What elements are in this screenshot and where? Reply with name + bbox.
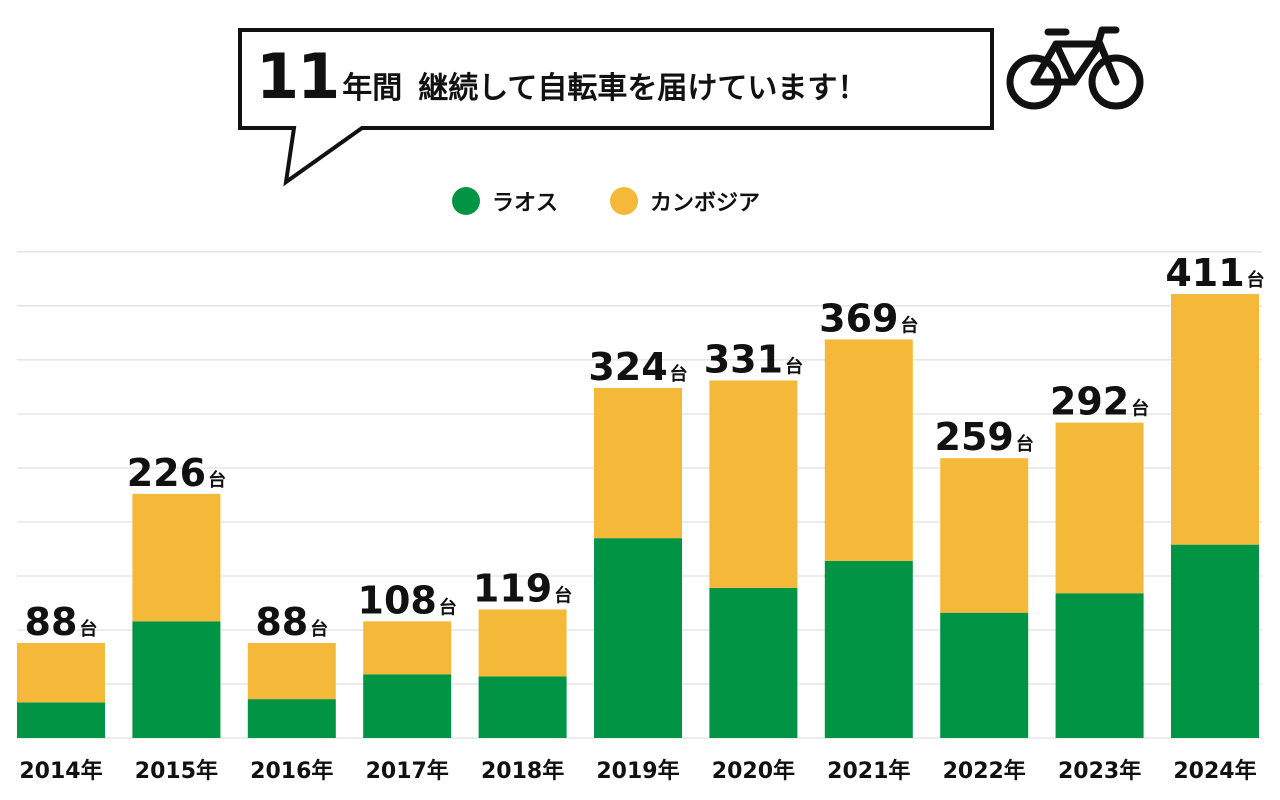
bar-total-value: 88: [25, 600, 78, 644]
title-unit: 年間: [342, 71, 403, 106]
bar-total-value: 108: [358, 578, 437, 622]
bar-total-unit: 台: [439, 596, 457, 618]
bar-total-label: 119 台: [473, 566, 572, 610]
bar-total-unit: 台: [785, 355, 803, 377]
bicycle-icon: [1006, 26, 1144, 110]
x-tick-label: 2016年: [250, 758, 333, 784]
bar-cambodia: [1055, 422, 1144, 594]
bar-laos: [1055, 593, 1144, 738]
bar-laos: [824, 560, 913, 738]
bar-cambodia: [594, 388, 682, 539]
x-tick-label: 2021年: [827, 758, 910, 784]
x-tick-label: 2017年: [366, 758, 449, 784]
title-number: 11: [256, 40, 340, 113]
bar-cambodia: [940, 458, 1029, 613]
bar-total-unit: 台: [670, 363, 688, 385]
x-tick-label: 2015年: [135, 758, 218, 784]
legend-label-cambodia: カンボジア: [650, 191, 761, 216]
legend-swatch-cambodia: [610, 187, 639, 215]
bar-total-value: 369: [819, 296, 898, 340]
bar-cambodia: [363, 621, 452, 675]
bar-total-value: 324: [588, 345, 667, 389]
x-tick-label: 2019年: [596, 758, 679, 784]
legend-item-cambodia: カンボジア: [610, 185, 760, 217]
bar-total-unit: 台: [1131, 398, 1149, 420]
bar-laos: [940, 612, 1029, 738]
bar-total-unit: 台: [1247, 269, 1265, 291]
bar-laos: [709, 587, 798, 738]
x-tick-label: 2024年: [1173, 758, 1256, 784]
bar-total-unit: 台: [310, 618, 328, 640]
bar-total-unit: 台: [554, 584, 572, 606]
bar-total-unit: 台: [79, 618, 97, 640]
bar-total-label: 331 台: [704, 337, 803, 381]
bar-total-value: 119: [473, 566, 552, 610]
bar-total-unit: 台: [1016, 433, 1034, 455]
bar-total-unit: 台: [900, 314, 918, 336]
legend-item-laos: ラオス: [452, 185, 558, 217]
bar-total-label: 88 台: [255, 600, 328, 644]
x-tick-label: 2020年: [712, 758, 795, 784]
bar-total-label: 108 台: [358, 578, 457, 622]
bar-total-label: 369 台: [819, 296, 918, 340]
bar-total-label: 259 台: [935, 415, 1034, 459]
bar-total-label: 411 台: [1165, 251, 1264, 295]
bar-laos: [594, 538, 682, 738]
bar-total-value: 226: [127, 451, 206, 495]
bar-total-unit: 台: [208, 469, 226, 491]
bar-cambodia: [1171, 294, 1259, 545]
bar-laos: [247, 699, 336, 738]
bar-cambodia: [247, 642, 336, 700]
bar-total-value: 259: [935, 415, 1014, 459]
bar-total-label: 88 台: [25, 600, 98, 644]
legend-label-laos: ラオス: [492, 191, 559, 216]
legend-swatch-laos: [452, 187, 480, 215]
bar-total-label: 292 台: [1050, 380, 1149, 424]
bar-cambodia: [132, 493, 221, 622]
bar-cambodia: [824, 339, 913, 561]
bar-total-value: 331: [704, 337, 783, 381]
x-tick-label: 2018年: [481, 758, 564, 784]
bar-total-value: 292: [1050, 380, 1129, 424]
bar-total-value: 88: [255, 600, 308, 644]
bar-total-label: 324 台: [588, 345, 687, 389]
x-tick-label: 2014年: [19, 758, 102, 784]
bar-laos: [17, 702, 105, 738]
page-title: 11 年間 継続して自転車を届けています！: [256, 40, 867, 120]
title-text: 継続して自転車を届けています！: [418, 71, 868, 106]
x-tick-label: 2023年: [1058, 758, 1141, 784]
speech-bubble: [238, 28, 994, 187]
bar-cambodia: [478, 609, 567, 677]
x-tick-label: 2022年: [943, 758, 1026, 784]
bar-cambodia: [709, 380, 798, 588]
bar-laos: [132, 621, 221, 738]
bar-total-value: 411: [1165, 251, 1244, 295]
bar-laos: [1171, 544, 1259, 738]
bar-cambodia: [17, 642, 105, 703]
bar-total-label: 226 台: [127, 451, 226, 495]
legend: ラオス カンボジア: [452, 184, 812, 218]
bar-laos: [363, 674, 452, 738]
bar-laos: [478, 676, 567, 738]
